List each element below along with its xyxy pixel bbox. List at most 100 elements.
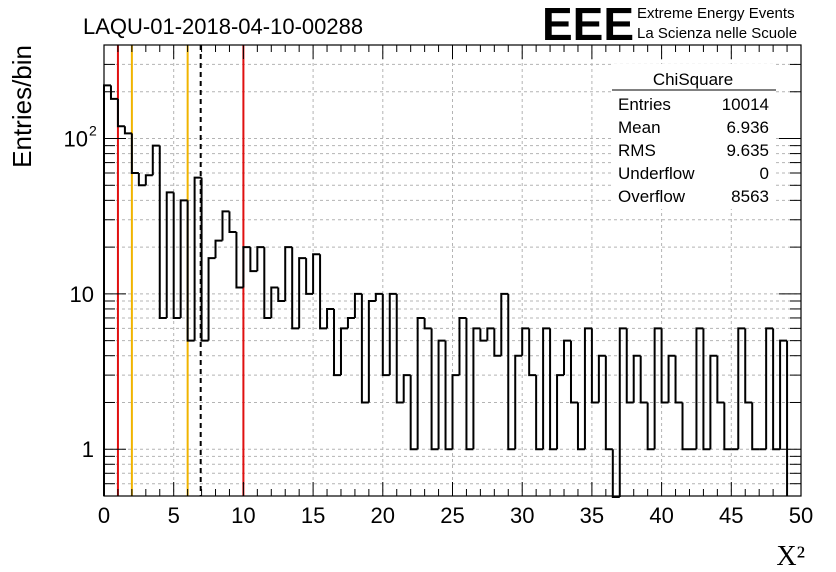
histogram-bin <box>402 374 411 403</box>
histogram-bin <box>486 327 495 341</box>
histogram-bin <box>569 340 578 404</box>
histogram-bin <box>737 327 746 450</box>
logo-text: EEE <box>542 0 634 50</box>
stats-row-value: 0 <box>760 164 769 183</box>
x-tick-labels: 0 5 10 15 20 25 30 35 40 45 50 <box>98 503 813 528</box>
y-tick-label: 10 <box>64 127 88 152</box>
stats-box: ChiSquare Entries 10014 Mean 6.936 RMS 9.635 U… <box>612 64 776 209</box>
x-tick-label: 30 <box>510 503 534 528</box>
histogram-bin <box>381 293 390 377</box>
histogram-bin <box>772 328 781 451</box>
stats-row-label: Overflow <box>618 187 686 206</box>
histogram-bin <box>639 355 648 404</box>
histogram-bin <box>646 402 655 451</box>
histogram-bin <box>123 126 132 135</box>
page-title: LAQU-01-2018-04-10-00288 <box>83 14 363 39</box>
stats-row-value: 10014 <box>722 95 769 114</box>
histogram-bin <box>597 354 606 403</box>
stats-row-label: RMS <box>618 141 656 160</box>
histogram-bin <box>590 328 599 404</box>
histogram-bin <box>765 327 774 450</box>
stats-rows: Entries 10014 Mean 6.936 RMS 9.635 Underflow 0 O… <box>618 95 769 206</box>
histogram-bin <box>116 98 125 128</box>
histogram-bin <box>674 355 683 404</box>
histogram-bin <box>346 316 355 329</box>
histogram-bin <box>165 191 174 318</box>
y-tick-label: 10 <box>70 282 94 307</box>
stats-row-value: 6.936 <box>726 118 769 137</box>
eee-logo: EEE Extreme Energy Events La Scienza nel… <box>542 0 797 50</box>
histogram-bin <box>388 292 397 376</box>
histogram-bin <box>681 402 690 451</box>
grid <box>104 45 801 496</box>
histogram-bin <box>109 85 118 100</box>
x-tick-label: 5 <box>168 503 180 528</box>
histogram-bin <box>242 246 251 288</box>
histogram-bin <box>172 192 181 319</box>
histogram-bin <box>305 258 314 295</box>
histogram-bin <box>549 328 558 451</box>
histogram-bin <box>360 293 369 404</box>
histogram-bin <box>270 286 279 318</box>
histogram-bin <box>130 133 139 174</box>
stats-title: ChiSquare <box>653 70 733 89</box>
histogram-bin <box>214 239 223 259</box>
histogram-bin <box>451 374 460 450</box>
x-tick-label: 40 <box>649 503 673 528</box>
logo-line-2: La Scienza nelle Scuole <box>637 25 797 42</box>
histogram-bin <box>542 327 551 450</box>
histogram-bin <box>235 232 244 289</box>
histogram-bin <box>514 354 523 450</box>
histogram-bin <box>479 328 488 342</box>
x-tick-label: 20 <box>371 503 395 528</box>
histogram-bin <box>367 299 376 403</box>
histogram-bin <box>556 374 565 450</box>
histogram-bin <box>263 247 272 319</box>
histogram-bin <box>430 328 439 451</box>
histogram-bin <box>186 200 195 342</box>
histogram-bin <box>667 354 676 403</box>
x-axis-label: X² <box>776 541 805 572</box>
histogram-bin <box>583 327 592 450</box>
y-axis-label: Entries/bin <box>7 45 37 168</box>
histogram-bin <box>200 177 209 342</box>
histogram-bin <box>249 247 258 273</box>
histogram-bin <box>472 327 481 450</box>
histogram-bin <box>618 327 627 497</box>
x-tick-label: 50 <box>789 503 813 528</box>
histogram-bin <box>702 328 711 451</box>
histogram-bin <box>744 328 753 404</box>
histogram-bin <box>228 211 237 234</box>
histogram-bin <box>458 316 467 376</box>
histogram-bin <box>158 145 167 319</box>
histogram-bin <box>751 402 760 451</box>
x-tick-label: 45 <box>719 503 743 528</box>
histogram-bin <box>611 449 620 498</box>
stats-row-value: 9.635 <box>726 141 769 160</box>
histogram-bin <box>660 328 669 404</box>
histogram-bin <box>319 254 328 330</box>
histogram-bin <box>500 292 509 356</box>
histogram-bin <box>374 292 383 301</box>
histogram-bin <box>507 293 516 451</box>
histogram-bin <box>284 246 293 301</box>
stats-row-label: Mean <box>618 118 661 137</box>
histogram-bin <box>521 327 530 356</box>
histogram-bin <box>576 402 585 451</box>
histogram-bin <box>103 84 111 496</box>
histogram-bin <box>625 328 634 404</box>
histogram-bin <box>437 339 446 450</box>
histogram-bin <box>423 317 432 330</box>
histogram-bin <box>653 327 662 450</box>
histogram-bin <box>709 354 718 450</box>
x-tick-label: 35 <box>580 503 604 528</box>
histogram-bin <box>326 307 335 329</box>
histogram-bin <box>256 246 265 272</box>
histogram-bin <box>632 354 641 403</box>
histogram-bin <box>221 210 230 241</box>
y-tick-exponent: 2 <box>89 123 97 139</box>
x-tick-label: 15 <box>301 503 325 528</box>
histogram-bin <box>723 402 732 451</box>
histogram-bin <box>409 375 418 451</box>
